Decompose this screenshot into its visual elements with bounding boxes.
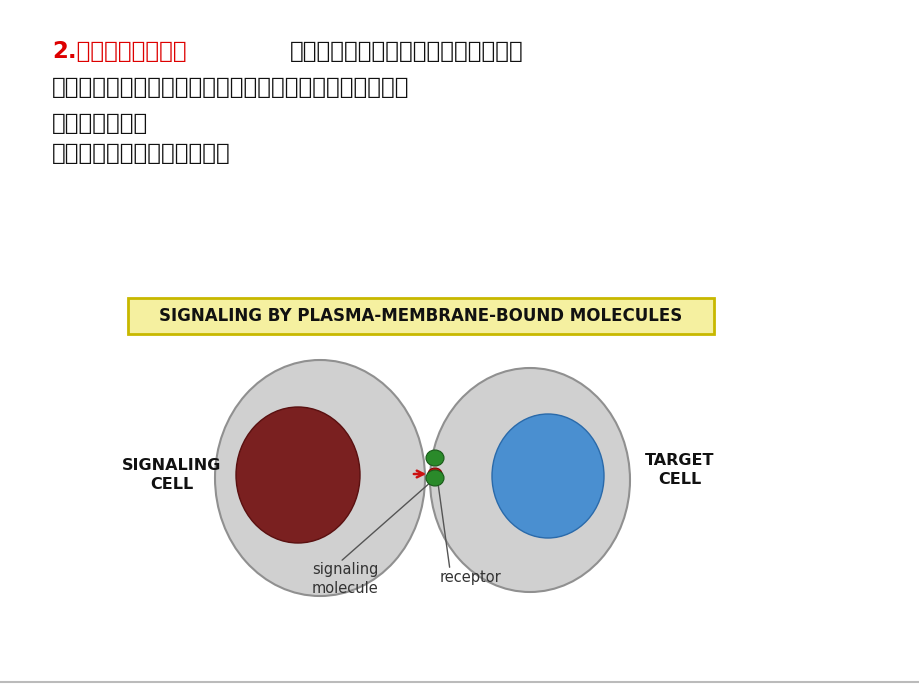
Ellipse shape [429, 368, 630, 592]
Text: SIGNALING BY PLASMA-MEMBRANE-BOUND MOLECULES: SIGNALING BY PLASMA-MEMBRANE-BOUND MOLEC… [159, 307, 682, 325]
Bar [128, 298, 713, 334]
Text: signaling
molecule: signaling molecule [312, 562, 378, 595]
Text: 如：精子和卵子之间的识别。: 如：精子和卵子之间的识别。 [52, 142, 231, 165]
Text: 的信号分子与其相接触的靶细胞质膜上的受体分子相结合，: 的信号分子与其相接触的靶细胞质膜上的受体分子相结合， [52, 76, 409, 99]
Ellipse shape [236, 407, 359, 543]
Text: TARGET
CELL: TARGET CELL [644, 453, 714, 487]
Ellipse shape [427, 468, 441, 480]
Text: receptor: receptor [439, 570, 501, 585]
Ellipse shape [215, 360, 425, 596]
Ellipse shape [425, 450, 444, 466]
Ellipse shape [492, 414, 604, 538]
Text: 2.接触依赖性通讯：: 2.接触依赖性通讯： [52, 40, 187, 63]
Text: SIGNALING
CELL: SIGNALING CELL [122, 457, 221, 493]
Text: 又称细胞间直接接触，通过与质膜结合: 又称细胞间直接接触，通过与质膜结合 [289, 40, 523, 63]
Ellipse shape [425, 470, 444, 486]
Text: 影响其他细胞。: 影响其他细胞。 [52, 112, 148, 135]
